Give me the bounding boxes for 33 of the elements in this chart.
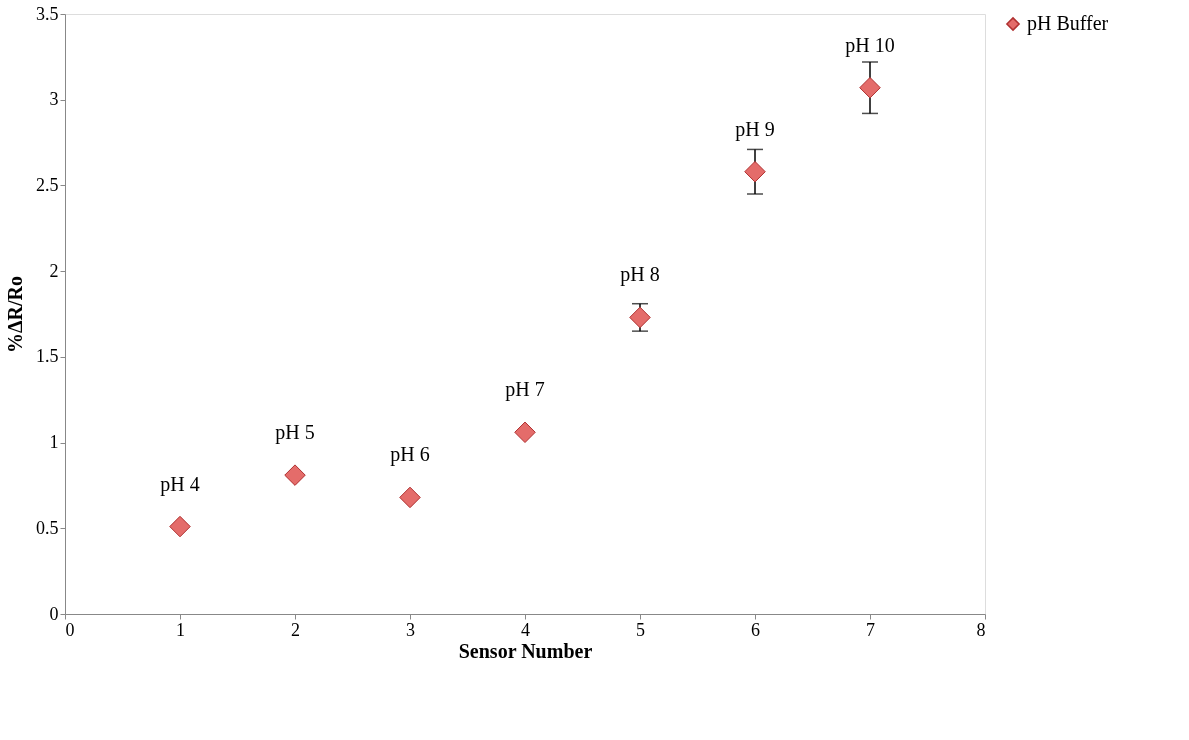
y-tick-label: 3: [49, 89, 59, 110]
y-tick-label: 1: [49, 432, 59, 453]
y-tick-label: 3.5: [36, 3, 59, 24]
y-tick-label: 1.5: [36, 346, 59, 367]
x-axis-title: Sensor Number: [458, 639, 593, 662]
x-tick-label: 2: [291, 619, 300, 640]
point: [284, 464, 306, 486]
x-tick-label: 5: [636, 619, 645, 640]
y-tick-label: 2: [49, 260, 59, 281]
point: [859, 76, 881, 99]
annotation: pH 5: [275, 421, 315, 445]
annotation: pH 6: [390, 443, 430, 467]
x-tick-label: 6: [751, 619, 760, 640]
point: [169, 515, 191, 538]
x-tick-label: 4: [521, 619, 530, 640]
y-tick-label: 0: [49, 603, 59, 624]
x-tick-label: 1: [176, 619, 185, 640]
y-axis-title: %ΔR/Ro: [4, 276, 26, 353]
point: [744, 160, 766, 183]
y-tick-label: 2.5: [36, 174, 59, 195]
x-tick-label: 7: [866, 619, 875, 640]
point: [514, 421, 536, 444]
y-tick-label: 0.5: [36, 517, 59, 538]
annotation: pH 9: [735, 117, 775, 141]
annotation: pH 8: [620, 263, 660, 287]
annotation: pH 10: [845, 33, 895, 57]
legend-label: pH Buffer: [1027, 12, 1109, 35]
x-tick-label: 8: [976, 619, 986, 640]
annotation: pH 7: [505, 378, 545, 402]
x-tick-label: 3: [406, 619, 415, 640]
annotation: pH 4: [160, 472, 200, 496]
point: [399, 486, 421, 509]
x-tick-label: 0: [65, 619, 75, 640]
